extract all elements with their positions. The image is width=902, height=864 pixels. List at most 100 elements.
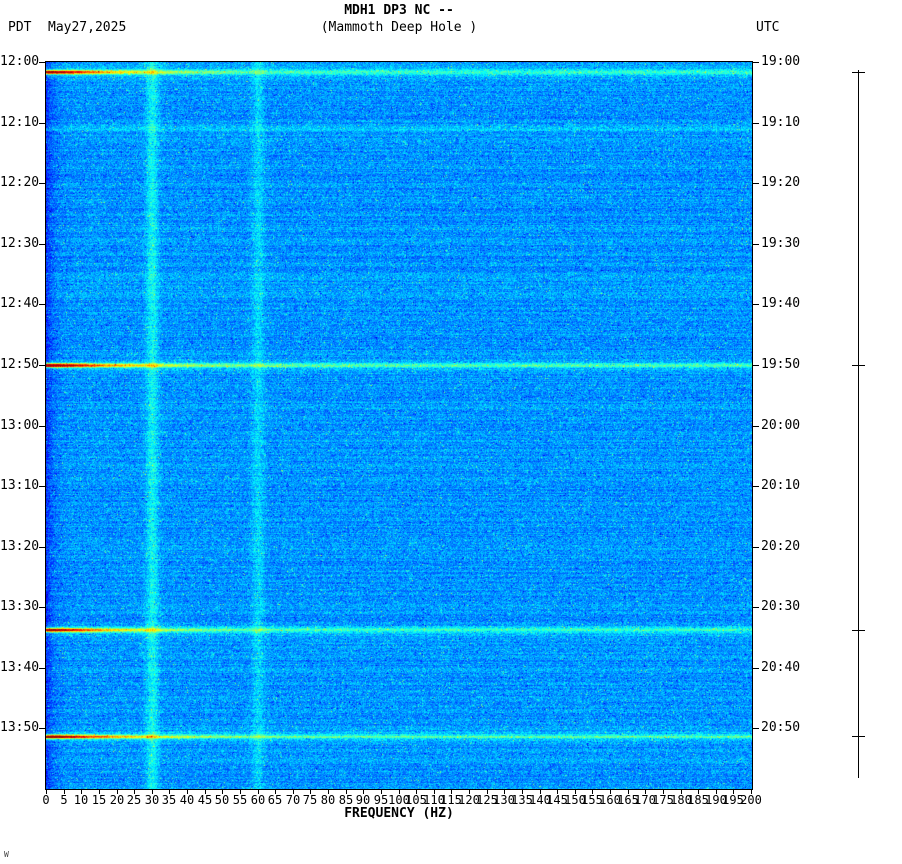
freq-tick-label: 170: [634, 793, 656, 807]
time-label-right: 19:00: [761, 54, 801, 69]
page-title: MDH1 DP3 NC --: [344, 3, 454, 18]
right-axis-tick: [753, 668, 759, 669]
freq-tick-label: 110: [423, 793, 445, 807]
freq-tick-label: 40: [179, 793, 195, 807]
spectrogram-plot-frame: [45, 61, 753, 790]
left-axis-tick: [39, 728, 45, 729]
event-marker-line: [858, 70, 859, 778]
frequency-tick: [117, 790, 118, 794]
freq-tick-label: 105: [405, 793, 427, 807]
frequency-tick: [469, 790, 470, 794]
timezone-right-label: UTC: [756, 20, 780, 35]
freq-tick-label: 150: [564, 793, 586, 807]
time-label-right: 19:40: [761, 296, 801, 311]
frequency-tick: [628, 790, 629, 794]
frequency-tick: [522, 790, 523, 794]
time-label-left: 13:10: [0, 478, 40, 493]
frequency-tick: [592, 790, 593, 794]
event-tick: [852, 736, 865, 737]
timezone-left-label: PDT: [8, 20, 32, 35]
frequency-tick: [346, 790, 347, 794]
freq-tick-label: 60: [250, 793, 266, 807]
freq-tick-label: 185: [687, 793, 709, 807]
freq-tick-label: 135: [511, 793, 533, 807]
freq-tick-label: 5: [60, 793, 68, 807]
freq-tick-label: 70: [285, 793, 301, 807]
frequency-tick: [610, 790, 611, 794]
frequency-tick: [64, 790, 65, 794]
right-axis-tick: [753, 123, 759, 124]
freq-tick-label: 30: [144, 793, 160, 807]
left-axis-tick: [39, 426, 45, 427]
frequency-tick: [698, 790, 699, 794]
frequency-tick: [293, 790, 294, 794]
freq-tick-label: 165: [617, 793, 639, 807]
time-label-right: 19:10: [761, 115, 801, 130]
left-axis-tick: [39, 62, 45, 63]
right-axis-tick: [753, 183, 759, 184]
left-axis-tick: [39, 123, 45, 124]
frequency-axis-label: FREQUENCY (HZ): [344, 806, 454, 821]
frequency-tick: [152, 790, 153, 794]
time-label-right: 19:20: [761, 175, 801, 190]
time-label-left: 12:30: [0, 236, 40, 251]
left-axis-tick: [39, 607, 45, 608]
right-axis-tick: [753, 304, 759, 305]
right-axis-tick: [753, 728, 759, 729]
frequency-tick: [451, 790, 452, 794]
time-label-right: 20:40: [761, 660, 801, 675]
time-label-left: 12:20: [0, 175, 40, 190]
freq-tick-label: 20: [109, 793, 125, 807]
frequency-tick: [416, 790, 417, 794]
corner-mark: W: [4, 850, 9, 859]
freq-tick-label: 35: [161, 793, 177, 807]
frequency-tick: [205, 790, 206, 794]
freq-tick-label: 50: [214, 793, 230, 807]
right-axis-tick: [753, 547, 759, 548]
time-label-left: 12:40: [0, 296, 40, 311]
frequency-tick: [363, 790, 364, 794]
event-tick: [852, 72, 865, 73]
right-axis-tick: [753, 607, 759, 608]
time-label-left: 12:10: [0, 115, 40, 130]
right-axis-tick: [753, 62, 759, 63]
freq-tick-label: 65: [267, 793, 283, 807]
time-label-left: 13:20: [0, 539, 40, 554]
freq-tick-label: 140: [529, 793, 551, 807]
spectrogram-canvas: [46, 62, 752, 789]
frequency-tick: [46, 790, 47, 794]
frequency-tick: [645, 790, 646, 794]
freq-tick-label: 155: [581, 793, 603, 807]
frequency-tick: [310, 790, 311, 794]
frequency-tick: [540, 790, 541, 794]
frequency-tick: [99, 790, 100, 794]
left-axis-tick: [39, 183, 45, 184]
left-axis-tick: [39, 668, 45, 669]
freq-tick-label: 120: [458, 793, 480, 807]
freq-tick-label: 175: [652, 793, 674, 807]
frequency-tick: [681, 790, 682, 794]
event-tick: [852, 630, 865, 631]
frequency-tick: [222, 790, 223, 794]
freq-tick-label: 75: [302, 793, 318, 807]
freq-tick-label: 180: [670, 793, 692, 807]
frequency-tick: [187, 790, 188, 794]
frequency-tick: [557, 790, 558, 794]
freq-tick-label: 55: [232, 793, 248, 807]
freq-tick-label: 15: [91, 793, 107, 807]
freq-tick-label: 160: [599, 793, 621, 807]
frequency-tick: [575, 790, 576, 794]
time-label-left: 12:50: [0, 357, 40, 372]
freq-tick-label: 195: [722, 793, 744, 807]
time-label-left: 13:40: [0, 660, 40, 675]
time-label-left: 13:30: [0, 599, 40, 614]
freq-tick-label: 45: [197, 793, 213, 807]
freq-tick-label: 145: [546, 793, 568, 807]
left-axis-tick: [39, 365, 45, 366]
freq-tick-label: 200: [740, 793, 762, 807]
time-label-right: 19:30: [761, 236, 801, 251]
time-label-right: 20:30: [761, 599, 801, 614]
right-axis-tick: [753, 244, 759, 245]
freq-tick-label: 130: [493, 793, 515, 807]
frequency-tick: [487, 790, 488, 794]
